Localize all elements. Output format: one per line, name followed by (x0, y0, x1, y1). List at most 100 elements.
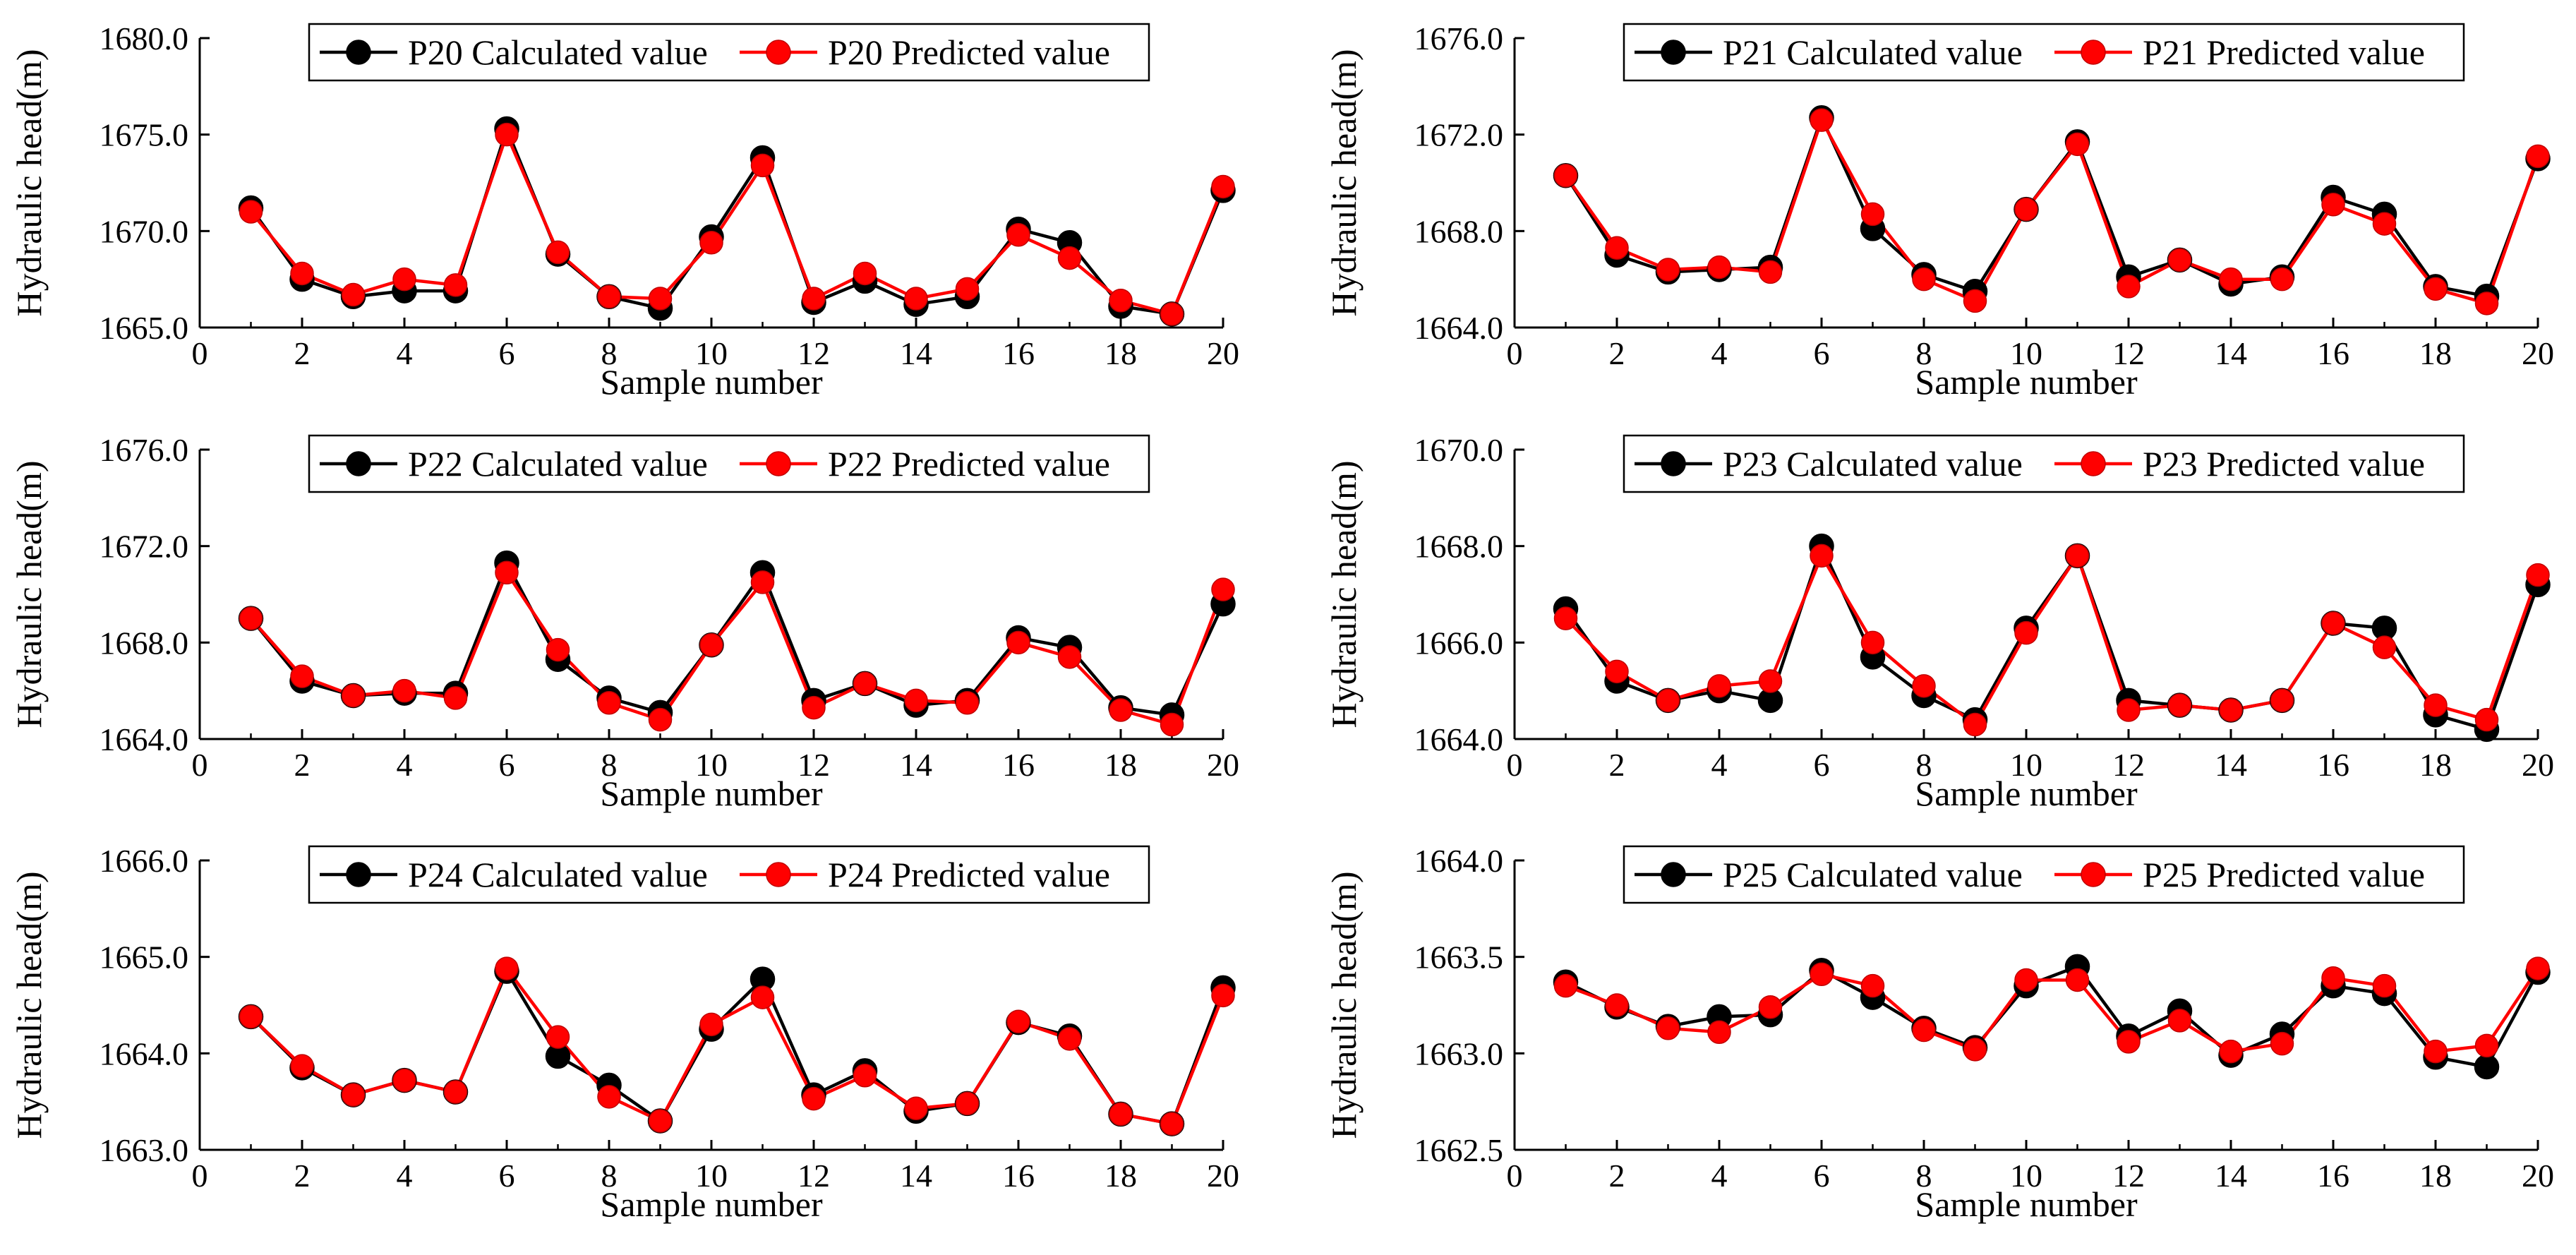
x-axis-label: Sample number (1915, 774, 2138, 813)
predicted-point (239, 200, 263, 224)
legend-box (308, 434, 1150, 493)
x-tick-label: 0 (192, 335, 208, 371)
x-tick-label: 6 (499, 747, 515, 783)
y-tick-label: 1666.0 (1414, 625, 1504, 661)
x-tick-label: 6 (1814, 335, 1830, 371)
predicted-point (2474, 707, 2499, 732)
x-tick-label: 20 (1207, 747, 1239, 783)
y-axis-label: Hydraulic head(m) (9, 49, 49, 316)
y-tick-label: 1676.0 (100, 432, 189, 468)
predicted-point (392, 267, 416, 292)
y-tick-label: 1676.0 (1414, 20, 1504, 56)
predicted-point (2167, 1009, 2192, 1033)
predicted-point (495, 560, 519, 584)
predicted-point (443, 686, 468, 710)
y-tick-label: 1668.0 (1414, 213, 1504, 249)
legend-label-predicted: P24 Predicted value (828, 855, 1110, 894)
predicted-point (1605, 659, 1629, 684)
chart-panel-4: 1664.0 1666.0 1668.0 1670.0 0 2 4 6 8 10 12 14 16 18 2… (1324, 432, 2554, 813)
predicted-point (2065, 544, 2090, 568)
predicted-point (2321, 193, 2345, 217)
predicted-point (1006, 223, 1030, 247)
predicted-point (1810, 108, 1834, 132)
y-tick-label: 1664.0 (1414, 721, 1504, 757)
legend-marker-predicted (766, 40, 791, 65)
legend-marker-calculated (1661, 451, 1686, 476)
legend-label-predicted: P25 Predicted value (2143, 855, 2425, 894)
predicted-point (1553, 973, 1578, 998)
predicted-point (2014, 620, 2038, 645)
predicted-point (1109, 698, 1133, 722)
x-tick-label: 0 (1507, 1158, 1523, 1194)
predicted-point (2270, 1031, 2294, 1056)
predicted-point (2474, 1033, 2499, 1058)
x-tick-label: 12 (2112, 747, 2145, 783)
legend-label-predicted: P20 Predicted value (828, 32, 1110, 72)
x-tick-label: 14 (900, 747, 932, 783)
y-tick-label: 1663.0 (1414, 1035, 1504, 1071)
predicted-point (1963, 289, 1987, 313)
predicted-point (1707, 255, 1731, 280)
predicted-point (1211, 174, 1235, 199)
x-tick-label: 18 (2419, 1158, 2452, 1194)
legend-label-calculated: P20 Calculated value (408, 32, 708, 72)
predicted-point (1160, 302, 1184, 326)
x-tick-label: 8 (601, 335, 618, 371)
legend-label-calculated: P25 Calculated value (1723, 855, 2023, 894)
predicted-point (2065, 132, 2090, 157)
predicted-point (2270, 688, 2294, 713)
predicted-point (1860, 202, 1885, 227)
chart-panel-2: 1664.0 1668.0 1672.0 1676.0 0 2 4 6 8 10 12 14 16 18 2… (1324, 20, 2554, 402)
predicted-point (648, 707, 673, 732)
x-tick-label: 2 (1609, 1158, 1625, 1194)
predicted-point (290, 664, 314, 688)
predicted-point (1211, 983, 1235, 1008)
predicted-point (2270, 267, 2294, 292)
predicted-point (1109, 1102, 1133, 1127)
y-tick-label: 1670.0 (100, 213, 189, 249)
predicted-point (2117, 275, 2141, 299)
x-tick-label: 18 (2419, 747, 2452, 783)
chart-panel-3: 1664.0 1668.0 1672.0 1676.0 0 2 4 6 8 10 12 14 16 18 2… (9, 432, 1239, 813)
legend-marker-calculated (346, 862, 371, 887)
calculated-point (2474, 1054, 2500, 1080)
predicted-point (495, 956, 519, 980)
x-tick-label: 14 (900, 1158, 932, 1194)
predicted-point (1912, 267, 1936, 292)
x-tick-label: 0 (192, 1158, 208, 1194)
x-axis-label: Sample number (1915, 1184, 2138, 1224)
y-tick-label: 1675.0 (100, 117, 189, 153)
x-tick-label: 2 (1609, 747, 1625, 783)
y-tick-label: 1664.0 (100, 1035, 189, 1071)
predicted-point (597, 1085, 621, 1109)
predicted-point (2117, 698, 2141, 722)
x-tick-label: 20 (2522, 335, 2554, 371)
legend-marker-predicted (766, 862, 791, 887)
x-tick-label: 20 (1207, 1158, 1239, 1194)
y-axis-label: Hydraulic head(m) (1324, 49, 1364, 316)
predicted-point (597, 691, 621, 715)
predicted-point (2065, 968, 2090, 992)
y-tick-label: 1672.0 (1414, 117, 1504, 153)
predicted-point (955, 277, 980, 301)
y-tick-label: 1662.5 (1414, 1132, 1504, 1168)
x-tick-label: 8 (1916, 335, 1932, 371)
y-tick-label: 1680.0 (100, 20, 189, 56)
predicted-point (2167, 248, 2192, 272)
x-tick-label: 14 (2215, 747, 2247, 783)
predicted-point (1810, 962, 1834, 987)
predicted-point (955, 1091, 980, 1116)
x-tick-label: 4 (1711, 747, 1728, 783)
y-axis-label: Hydraulic head(m) (1324, 460, 1364, 728)
x-tick-label: 10 (2010, 335, 2042, 371)
y-tick-label: 1663.5 (1414, 939, 1504, 975)
legend-label-predicted: P22 Predicted value (828, 444, 1110, 484)
y-tick-label: 1664.0 (100, 721, 189, 757)
predicted-point (1810, 544, 1834, 568)
predicted-point (239, 1004, 263, 1029)
predicted-point (2167, 693, 2192, 717)
x-tick-label: 16 (1002, 1158, 1035, 1194)
predicted-point (1605, 993, 1629, 1017)
predicted-point (904, 287, 928, 311)
chart-panel-6: 1662.5 1663.0 1663.5 1664.0 0 2 4 6 8 10 12 14 16 18 2… (1324, 843, 2554, 1224)
